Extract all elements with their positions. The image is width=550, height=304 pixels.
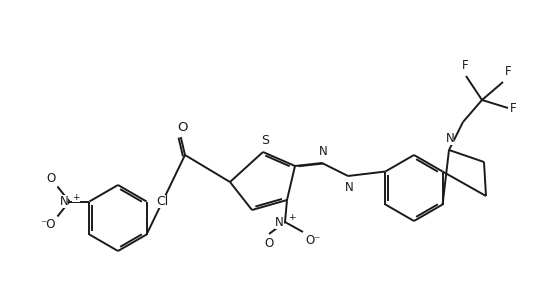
Text: N: N bbox=[59, 195, 68, 208]
Text: N: N bbox=[345, 181, 353, 194]
Text: F: F bbox=[461, 59, 468, 72]
Text: F: F bbox=[510, 102, 516, 115]
Text: S: S bbox=[261, 134, 269, 147]
Text: O: O bbox=[265, 237, 274, 250]
Text: N: N bbox=[446, 132, 454, 145]
Text: F: F bbox=[505, 65, 512, 78]
Text: Cl: Cl bbox=[157, 195, 169, 208]
Text: O⁻: O⁻ bbox=[305, 234, 321, 247]
Text: +: + bbox=[288, 213, 295, 223]
Text: ⁻O: ⁻O bbox=[40, 217, 56, 230]
Text: O: O bbox=[177, 121, 187, 134]
Text: N: N bbox=[318, 145, 327, 158]
Text: N: N bbox=[275, 216, 284, 229]
Text: +: + bbox=[73, 193, 80, 202]
Text: O: O bbox=[46, 172, 56, 185]
